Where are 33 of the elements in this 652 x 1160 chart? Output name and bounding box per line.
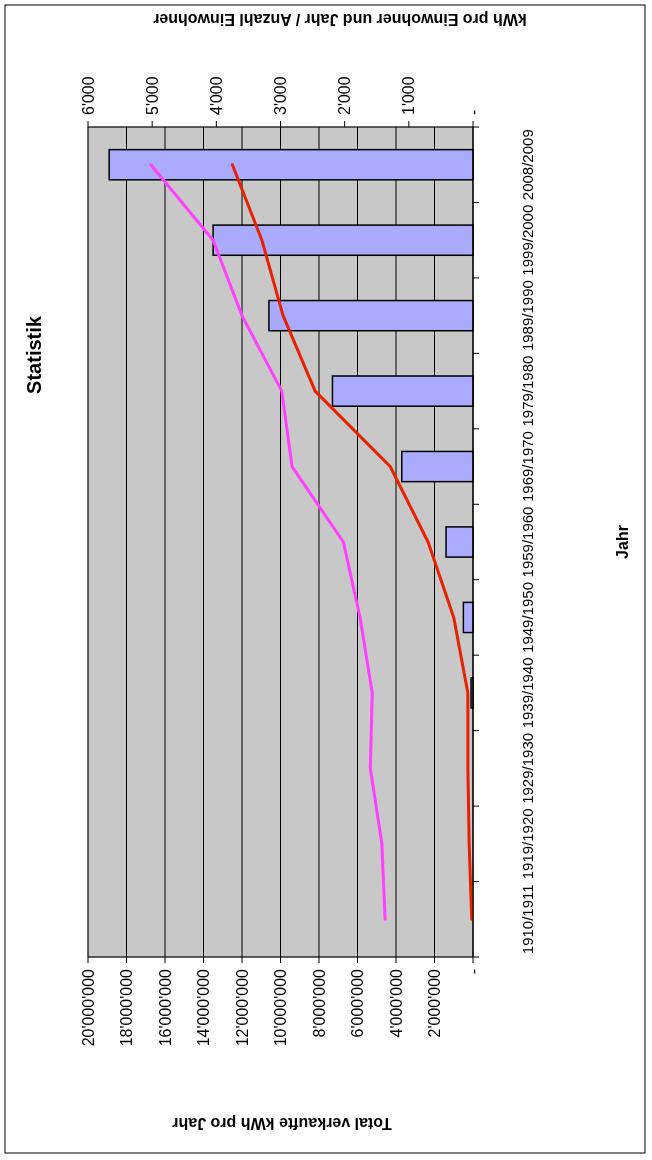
y-tick-label: 1999/2000 xyxy=(519,204,537,276)
x-tick-label: 18'000'000 xyxy=(118,968,136,1047)
x-tick-label: 12'000'000 xyxy=(233,968,251,1047)
x-axis-title: Total verkaufte kWh pro Jahr xyxy=(172,1115,392,1133)
x-tick-label: 14'000'000 xyxy=(195,968,213,1047)
y-tick-label: 1929/1930 xyxy=(519,732,537,804)
text: Statistik xyxy=(23,315,45,394)
y-tick-label: 1959/1960 xyxy=(519,506,537,578)
x-tick-label: 8'000'000 xyxy=(310,968,328,1038)
x-tick-label: 2'000'000 xyxy=(426,968,444,1038)
y-tick-label: 1910/1911 xyxy=(519,884,537,955)
x-tick-label: 16'000'000 xyxy=(156,968,174,1047)
y-tick-label: 2008/2009 xyxy=(519,129,537,201)
y-tick-label: 1919/1920 xyxy=(519,808,537,880)
x2-tick-label: 2'000 xyxy=(336,76,354,115)
y-tick-label: 1979/1980 xyxy=(519,355,537,427)
y-tick-label: 1969/1970 xyxy=(519,431,537,502)
x2-tick-label: 5'000 xyxy=(143,76,161,115)
x2-tick-label: 1'000 xyxy=(400,76,418,115)
x2-tick-label: 4'000 xyxy=(207,76,225,115)
x-tick-label: - xyxy=(464,969,482,975)
x-tick-label: 4'000'000 xyxy=(387,968,405,1038)
y-tick-label: 1939/1940 xyxy=(519,657,537,729)
x2-tick-label: 6'000 xyxy=(79,76,97,115)
y-tick-label: 1949/1950 xyxy=(519,582,537,653)
x2-axis-title: kWh pro Einwohner und Jahr / Anzahl Einwohner xyxy=(153,11,527,29)
x-tick-label: 6'000'000 xyxy=(349,968,367,1038)
x-tick-label: 10'000'000 xyxy=(272,968,290,1047)
y-tick-label: 1989/1990 xyxy=(519,280,537,352)
x-tick-label: 20'000'000 xyxy=(79,968,97,1047)
x2-tick-label: 3'000 xyxy=(272,76,290,115)
x2-tick-label: - xyxy=(464,109,482,115)
y-axis-title: Jahr xyxy=(613,525,631,559)
